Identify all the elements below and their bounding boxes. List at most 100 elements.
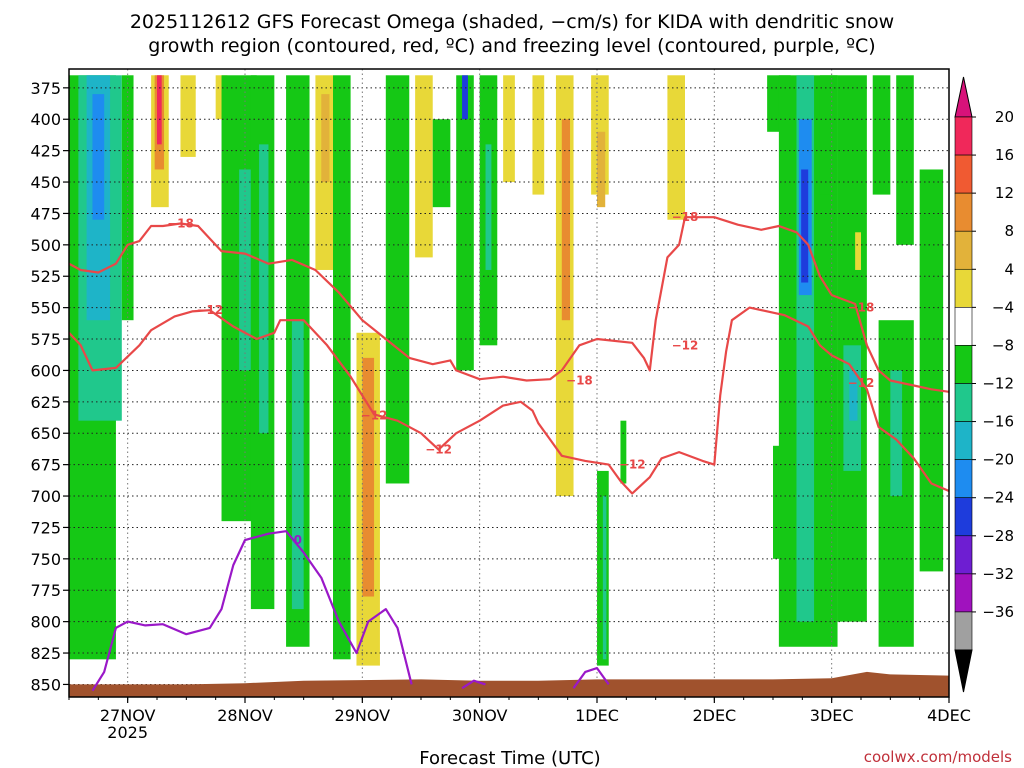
contour-label: −12 — [361, 409, 388, 423]
x-tick-label: 2DEC — [692, 706, 736, 725]
y-tick-label: 725 — [30, 518, 61, 537]
y-tick-label: 750 — [30, 550, 61, 569]
y-tick-label: 500 — [30, 236, 61, 255]
terrain-fill — [69, 671, 949, 697]
omega-cell — [667, 75, 685, 220]
omega-cell — [456, 75, 474, 371]
omega-cell — [333, 75, 351, 660]
contour-label: −12 — [672, 338, 699, 352]
omega-cell — [532, 75, 545, 195]
contour-line — [69, 216, 949, 393]
omega-cell — [432, 119, 451, 208]
x-axis-label: Forecast Time (UTC) — [419, 748, 600, 768]
colorbar-label: −24 — [982, 489, 1014, 507]
y-tick-label: 650 — [30, 424, 61, 443]
omega-cell — [121, 75, 134, 321]
contour-label: 0 — [294, 533, 302, 547]
colorbar-label: −8 — [992, 336, 1014, 354]
omega-cell — [259, 144, 269, 434]
contour-lines — [69, 216, 949, 692]
contour-label: −18 — [848, 301, 875, 315]
y-tick-label: 850 — [30, 675, 61, 694]
credit-text: coolwx.com/models — [864, 748, 1012, 766]
colorbar-label: −28 — [982, 527, 1014, 545]
omega-cell — [849, 370, 858, 421]
colorbar-segment — [954, 611, 973, 651]
colorbar-label: −20 — [982, 451, 1014, 469]
omega-cell — [92, 94, 105, 220]
omega-cell — [620, 420, 627, 484]
x-tick-label: 27NOV — [100, 706, 156, 725]
y-tick-label: 425 — [30, 142, 61, 161]
y-tick-label: 550 — [30, 299, 61, 318]
y-tick-label: 375 — [30, 79, 61, 98]
y-tick-label: 675 — [30, 456, 61, 475]
omega-cell — [180, 75, 196, 157]
colorbar-label: 16 — [995, 146, 1014, 164]
colorbar-label: −4 — [992, 298, 1014, 316]
x-tick-label: 3DEC — [810, 706, 854, 725]
omega-cell — [503, 75, 515, 183]
y-axis-ticks: 375 400 425 450 475 500 525 550 575 600 625 650 675 7… — [30, 79, 69, 694]
omega-cell — [362, 357, 375, 597]
contour-label: −12 — [619, 458, 646, 472]
x-tick-label: 29NOV — [335, 706, 391, 725]
colorbar-label: −36 — [982, 603, 1014, 621]
colorbar-segment — [954, 154, 973, 194]
contour-label: −18 — [566, 373, 593, 387]
y-tick-label: 800 — [30, 613, 61, 632]
colorbar-segment — [954, 421, 973, 460]
colorbar: 20 16 12 8 4 −4 −8 −12 −16 −20 −24 −28 −32 −36 — [954, 76, 1014, 693]
x-tick-label: 4DEC — [927, 706, 971, 725]
contour-label: −18 — [672, 210, 699, 224]
x-tick-label: 28NOV — [217, 706, 273, 725]
omega-cell — [855, 232, 861, 270]
colorbar-segment — [954, 192, 973, 232]
omega-cell — [239, 169, 251, 371]
colorbar-label: −32 — [982, 565, 1014, 583]
omega-cell — [415, 75, 433, 258]
y-tick-label: 625 — [30, 393, 61, 412]
gridlines — [69, 69, 950, 697]
omega-cell — [890, 370, 903, 497]
y-tick-label: 825 — [30, 644, 61, 663]
omega-cell — [157, 75, 162, 145]
omega-cell — [872, 75, 891, 195]
colorbar-label: 20 — [995, 108, 1014, 126]
omega-cell — [801, 169, 809, 283]
omega-cell — [561, 119, 571, 321]
colorbar-segment — [954, 116, 973, 156]
y-tick-label: 775 — [30, 581, 61, 600]
contour-label: −12 — [425, 443, 452, 457]
omega-cell — [321, 94, 330, 183]
x-tick-label: 1DEC — [575, 706, 619, 725]
contour-line — [91, 530, 413, 692]
colorbar-label: 8 — [1004, 222, 1014, 240]
colorbar-segment — [954, 307, 973, 346]
omega-cell — [485, 144, 492, 270]
chart-title-line1: 2025112612 GFS Forecast Omega (shaded, −… — [130, 11, 894, 33]
colorbar-segment — [954, 573, 973, 613]
y-tick-label: 475 — [30, 204, 61, 223]
omega-cell — [602, 496, 607, 660]
contour-line — [572, 666, 610, 689]
colorbar-segment — [954, 383, 973, 422]
omega-cell — [896, 75, 914, 245]
omega-cell — [291, 320, 304, 610]
colorbar-segment — [954, 535, 973, 575]
omega-cell — [597, 131, 606, 208]
colorbar-segment — [954, 459, 973, 499]
omega-shading — [69, 75, 944, 666]
colorbar-label: −12 — [982, 375, 1014, 393]
colorbar-label: 4 — [1004, 260, 1014, 278]
y-tick-label: 700 — [30, 487, 61, 506]
contour-label: −12 — [196, 303, 223, 317]
y-tick-label: 600 — [30, 361, 61, 380]
y-tick-label: 400 — [30, 110, 61, 129]
colorbar-label: −16 — [982, 413, 1014, 431]
contour-line — [69, 306, 949, 495]
omega-cell — [385, 75, 410, 484]
contour-label: −18 — [167, 216, 194, 230]
x-axis-year: 2025 — [107, 723, 148, 742]
